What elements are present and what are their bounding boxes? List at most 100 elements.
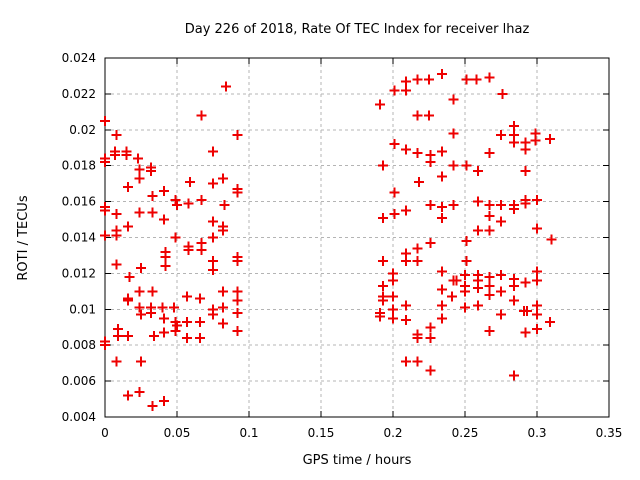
data-point [448,94,459,105]
data-point [484,289,495,300]
y-tick-label: 0.014 [62,231,96,245]
data-point [472,196,483,207]
x-tick-label: 0.35 [596,426,623,440]
data-point [461,236,472,247]
data-point [508,295,519,306]
data-point [134,302,145,313]
data-point [218,173,229,184]
data-point [425,322,436,333]
data-point [425,157,436,168]
data-point [232,307,243,318]
data-point [497,88,508,99]
data-point [147,207,158,218]
data-point [375,311,386,322]
data-point [400,76,411,87]
data-point [484,325,495,336]
data-point [377,255,388,266]
y-tick-label: 0.018 [62,159,96,173]
data-point [183,198,194,209]
data-point [448,200,459,211]
data-point [172,320,182,331]
data-point [496,286,506,297]
data-point [461,255,472,266]
x-axis-label: GPS time / hours [303,453,412,468]
data-point [196,194,207,205]
data-point [436,300,447,311]
y-tick-label: 0.004 [62,410,96,424]
data-point [388,291,398,302]
data-point [484,210,495,221]
data-point [146,166,157,177]
y-tick-label: 0.024 [62,51,96,65]
data-point [425,365,436,376]
data-point [436,266,447,277]
data-point [508,280,519,291]
data-point [136,356,146,367]
data-point [159,313,170,324]
data-point [484,271,495,282]
data-point [389,139,400,150]
data-point [195,316,206,327]
data-point [532,275,542,286]
data-point [124,271,135,282]
data-point [111,130,122,141]
data-point [196,110,207,121]
data-point [208,255,218,266]
data-point [134,173,145,184]
data-point [159,395,170,406]
data-point [232,255,243,266]
data-point [110,149,121,160]
data-point [134,164,145,175]
data-point [425,333,436,344]
data-point [472,166,483,177]
data-point [377,212,388,223]
data-point [123,182,134,193]
data-point [148,331,159,342]
y-tick-label: 0.016 [62,195,96,209]
data-point [170,232,181,243]
data-point [436,313,447,324]
x-tick-label: 0 [101,426,109,440]
data-point [412,255,423,266]
x-tick-label: 0.15 [308,426,335,440]
data-point [461,74,472,85]
data-point [111,209,122,220]
data-point [232,295,243,306]
data-point [208,146,218,157]
data-point [472,225,483,236]
data-point [460,302,470,313]
data-point [412,333,423,344]
x-tick-label: 0.2 [383,426,402,440]
data-point [520,198,531,209]
data-point [157,302,168,313]
data-point [159,327,170,338]
data-point [532,309,542,320]
data-point [196,245,207,256]
x-tick-label: 0.25 [452,426,479,440]
data-point [520,166,531,177]
data-point [169,302,180,313]
data-point [460,286,470,297]
data-point [100,230,110,241]
data-point [111,230,122,241]
data-point [471,74,482,85]
data-point [508,121,519,132]
data-point [134,386,145,397]
data-point [136,263,146,274]
data-point [389,187,400,198]
data-point [496,130,506,141]
data-point [496,309,506,320]
data-point [412,74,423,85]
data-point [400,205,411,216]
data-point [484,72,495,83]
data-point [170,194,181,205]
data-point [436,146,447,157]
y-tick-label: 0.01 [69,302,96,316]
grid-lines [105,58,609,417]
data-point [412,356,423,367]
data-point [424,74,434,85]
data-point [520,277,531,288]
data-point [389,209,400,220]
data-point [424,110,434,121]
